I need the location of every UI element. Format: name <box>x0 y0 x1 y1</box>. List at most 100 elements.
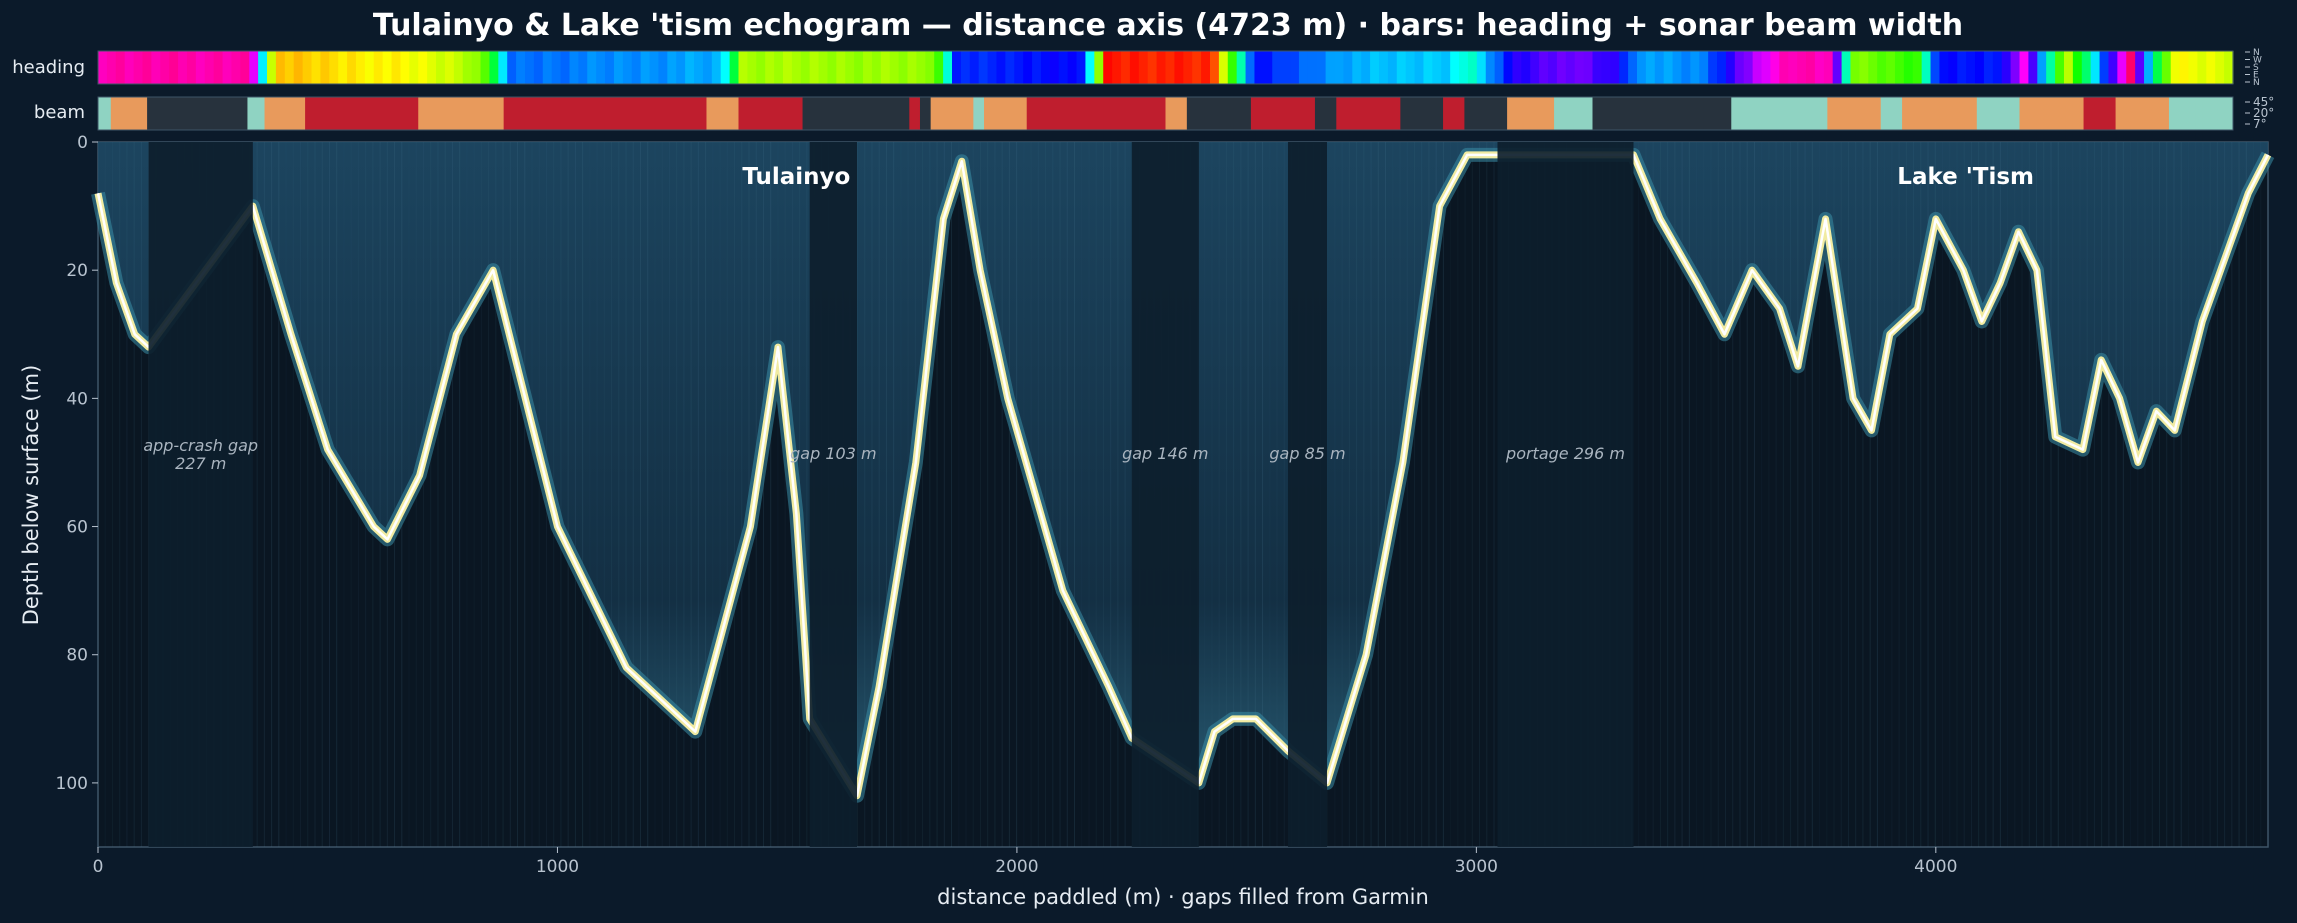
heading-stripe <box>1476 51 1487 84</box>
heading-stripe <box>302 51 313 84</box>
gap-annotation: gap 103 m <box>790 444 876 463</box>
heading-stripe <box>409 51 419 84</box>
heading-stripe <box>533 51 544 84</box>
heading-stripe <box>1761 51 1772 84</box>
beam-segment <box>1165 97 1188 130</box>
heading-stripe <box>2055 51 2065 84</box>
heading-stripe <box>711 51 722 84</box>
beam-segment <box>1731 97 1828 130</box>
heading-stripe <box>2099 51 2110 84</box>
heading-stripe <box>952 51 962 84</box>
heading-stripe <box>436 51 446 84</box>
heading-stripe <box>1245 51 1256 84</box>
heading-stripe <box>1485 51 1496 84</box>
heading-stripe <box>1459 51 1469 84</box>
heading-stripe <box>1441 51 1451 84</box>
gap-region <box>1131 142 1199 847</box>
heading-stripe <box>240 51 250 84</box>
heading-stripe <box>2019 51 2029 84</box>
heading-stripe <box>845 51 855 84</box>
heading-stripe <box>1797 51 1807 84</box>
heading-stripe <box>1192 51 1202 84</box>
heading-stripe <box>258 51 268 84</box>
gap-annotation: gap 85 m <box>1269 444 1345 463</box>
heading-stripe <box>1521 51 1531 84</box>
heading-stripe <box>231 51 241 84</box>
heading-stripe <box>453 51 464 84</box>
gap-annotation-line: portage 296 m <box>1505 444 1625 463</box>
beam-legend-label: 7° <box>2253 117 2267 131</box>
heading-stripe <box>98 51 108 84</box>
heading-stripe <box>222 51 233 84</box>
heading-stripe <box>338 51 348 84</box>
heading-stripe <box>1103 51 1113 84</box>
heading-stripe <box>916 51 926 84</box>
heading-stripe <box>2152 51 2163 84</box>
heading-stripe <box>1316 51 1327 84</box>
beam-segment <box>418 97 505 130</box>
x-axis-label: distance paddled (m) · gaps filled from … <box>937 885 1429 909</box>
heading-bar-frame <box>97 50 2234 85</box>
beam-segment <box>1443 97 1465 130</box>
heading-stripe <box>1832 51 1843 84</box>
beam-segment <box>98 97 112 130</box>
beam-segment <box>1507 97 1555 130</box>
heading-stripe <box>1432 51 1442 84</box>
y-tick-label: 60 <box>66 518 88 538</box>
heading-stripe <box>2197 51 2207 84</box>
heading-stripe <box>694 51 704 84</box>
heading-stripe <box>569 51 579 84</box>
heading-stripe <box>516 51 526 84</box>
x-tick-label: 1000 <box>536 857 579 877</box>
heading-stripe <box>1886 51 1896 84</box>
heading-stripe <box>1396 51 1407 84</box>
heading-stripe <box>2028 51 2038 84</box>
beam-bar-label: beam <box>34 102 85 123</box>
heading-stripe <box>391 51 402 84</box>
heading-stripe <box>596 51 606 84</box>
beam-legend-label: 45° <box>2253 95 2274 109</box>
heading-stripe <box>1903 51 1914 84</box>
heading-stripe <box>1610 51 1620 84</box>
heading-stripe <box>1040 51 1051 84</box>
heading-stripe <box>1806 51 1816 84</box>
heading-stripe <box>364 51 375 84</box>
heading-stripe <box>249 51 259 84</box>
heading-stripe <box>195 51 206 84</box>
beam-segment <box>802 97 910 130</box>
heading-stripe <box>1894 51 1905 84</box>
heading-stripe <box>1734 51 1745 84</box>
heading-stripe <box>1814 51 1825 84</box>
heading-legend-label: N <box>2253 78 2260 88</box>
heading-stripe <box>106 51 117 84</box>
heading-stripe <box>2144 51 2154 84</box>
heading-stripe <box>987 51 998 84</box>
heading-stripe <box>1725 51 1736 84</box>
heading-stripe <box>658 51 668 84</box>
heading-stripe <box>2126 51 2136 84</box>
heading-stripe <box>444 51 455 84</box>
heading-stripe <box>1129 51 1140 84</box>
heading-stripe <box>267 51 277 84</box>
heading-stripe <box>1147 51 1158 84</box>
heading-stripe <box>1263 51 1273 84</box>
heading-stripe <box>1005 51 1015 84</box>
heading-stripe <box>1423 51 1433 84</box>
heading-stripe <box>1699 51 1709 84</box>
heading-stripe <box>2170 51 2181 84</box>
beam-segment <box>110 97 148 130</box>
heading-stripe <box>1912 51 1923 84</box>
heading-stripe <box>1094 51 1104 84</box>
heading-stripe <box>1067 51 1078 84</box>
heading-stripe <box>1770 51 1780 84</box>
annotation-layer: app-crash gap 227 m gap 103 m gap 146 m gap … <box>143 436 1625 473</box>
heading-stripe <box>996 51 1006 84</box>
beam-segment <box>1902 97 1978 130</box>
heading-stripe <box>1556 51 1567 84</box>
heading-stripe <box>2224 51 2234 84</box>
heading-stripe <box>1254 51 1264 84</box>
heading-stripe <box>347 51 357 84</box>
heading-stripe <box>525 51 535 84</box>
heading-stripe <box>2081 51 2092 84</box>
heading-stripe <box>880 51 891 84</box>
